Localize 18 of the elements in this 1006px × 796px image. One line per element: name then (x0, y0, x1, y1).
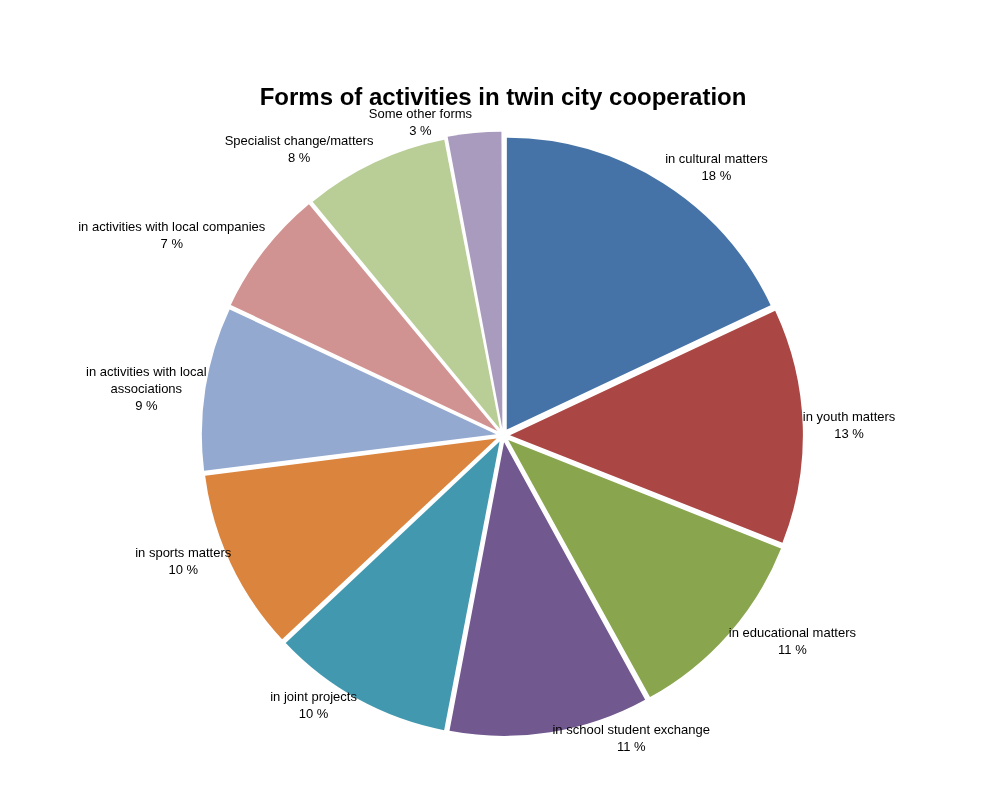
data-label: 8 % (287, 149, 311, 165)
data-label: 10 % (168, 561, 199, 577)
data-label: 10 % (298, 706, 329, 722)
data-label: 18 % (701, 167, 732, 183)
slice-label: in educational matters (728, 625, 857, 641)
slice-label: in activities with local companies (78, 219, 266, 235)
data-label: 11 % (616, 739, 647, 755)
slice-label: in youth matters (802, 409, 896, 425)
data-label: 9 % (135, 397, 158, 413)
slice-label: Specialist change/matters (224, 132, 375, 148)
data-label: 13 % (834, 426, 865, 442)
slice-label: in activities with local associations (86, 363, 207, 396)
slice-label: in joint projects (270, 689, 358, 705)
slice-label: in cultural matters (665, 150, 769, 166)
data-label: 7 % (160, 236, 184, 252)
slice-label: Some other forms (368, 105, 473, 121)
data-label: 3 % (409, 122, 433, 138)
data-label: 11 % (778, 642, 808, 658)
